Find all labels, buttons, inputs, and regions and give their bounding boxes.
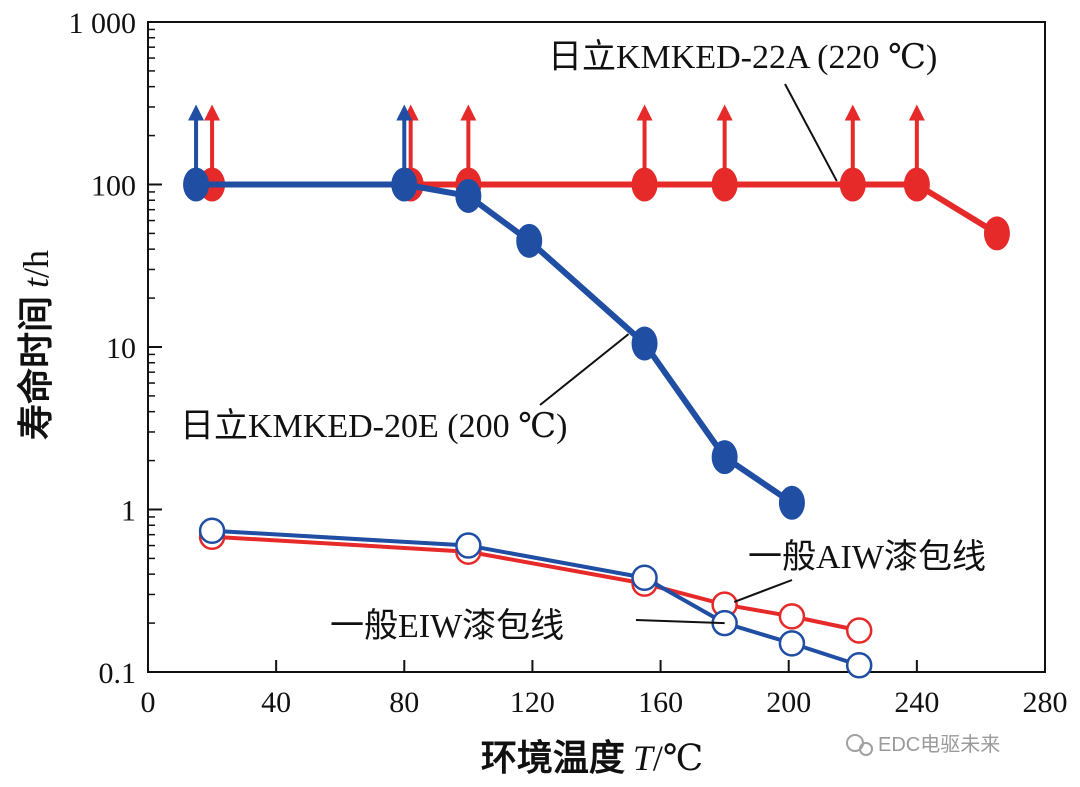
data-point-filled [391,167,418,202]
x-axis-label-unit: /℃ [653,738,703,778]
arrow-head [188,104,205,121]
x-tick-label: 120 [510,686,555,719]
data-point-filled [711,167,738,202]
data-point-open [631,564,658,592]
data-point-filled [983,216,1010,251]
series-3 [198,517,873,679]
annotation-label: 一般EIW漆包线 [330,607,564,645]
data-point-filled [711,440,738,475]
annotation-leader [635,619,725,625]
arrow-head [908,104,925,121]
arrow-head [844,104,861,121]
y-tick-label: 0.1 [99,657,137,690]
y-axis-label: 寿命时间 t/h [15,250,56,440]
y-axis-label-unit: /h [16,250,56,278]
data-point-open [845,652,873,679]
x-tick-label: 280 [1023,686,1068,719]
y-tick-label: 100 [91,170,136,203]
y-tick-label: 1 000 [69,7,137,40]
data-point-open [455,532,482,559]
x-axis-label-text: 环境温度 [481,738,625,778]
arrow-head [460,104,477,121]
arrow-head [396,104,413,121]
arrow-head [204,104,221,121]
series-1 [183,104,805,520]
data-point-filled [631,326,658,361]
watermark-text: EDC电驱未来 [878,733,1000,756]
data-point-filled [839,167,866,202]
data-point-filled [516,223,543,258]
wechat-icon-bubble [859,742,873,756]
x-tick-label: 240 [894,686,939,719]
x-tick-label: 200 [766,686,811,719]
data-point-filled [778,485,805,520]
data-point-filled [455,178,482,213]
x-tick-label: 80 [389,686,419,719]
data-point-filled [903,167,930,202]
annotation-1: 日立KMKED-20E (200 ℃) [180,333,630,445]
annotation-leader [784,83,838,182]
x-axis-label: 环境温度 T/℃ [481,738,703,778]
y-tick-label: 10 [106,332,136,365]
arrow-head [636,104,653,121]
series-0 [199,104,1010,251]
annotation-label: 一般AIW漆包线 [748,538,986,576]
y-axis-label-var: t [16,277,56,288]
series-line [193,181,795,506]
annotation-label: 日立KMKED-22A (220 ℃) [548,38,937,76]
data-point-open [198,517,226,544]
data-point-filled [631,167,658,202]
data-point-open [845,617,873,644]
data-point-filled [183,167,210,202]
watermark: EDC电驱未来 [846,733,1000,756]
x-tick-label: 40 [261,686,291,719]
annotation-leader [733,579,793,603]
annotation-leader [539,333,630,406]
x-tick-label: 0 [141,686,156,719]
annotation-2: 一般AIW漆包线 [733,538,986,603]
x-tick-label: 160 [638,686,683,719]
data-point-open [778,603,806,630]
y-tick-label: 1 [121,495,136,528]
arrow-head [716,104,733,121]
annotation-3: 一般EIW漆包线 [330,607,725,645]
data-point-open [778,630,806,657]
y-axis-label-text: 寿命时间 [15,296,56,440]
annotation-0: 日立KMKED-22A (220 ℃) [548,38,937,182]
x-axis-label-var: T [633,738,656,778]
annotation-label: 日立KMKED-20E (200 ℃) [180,407,567,445]
series-line [209,181,1000,237]
